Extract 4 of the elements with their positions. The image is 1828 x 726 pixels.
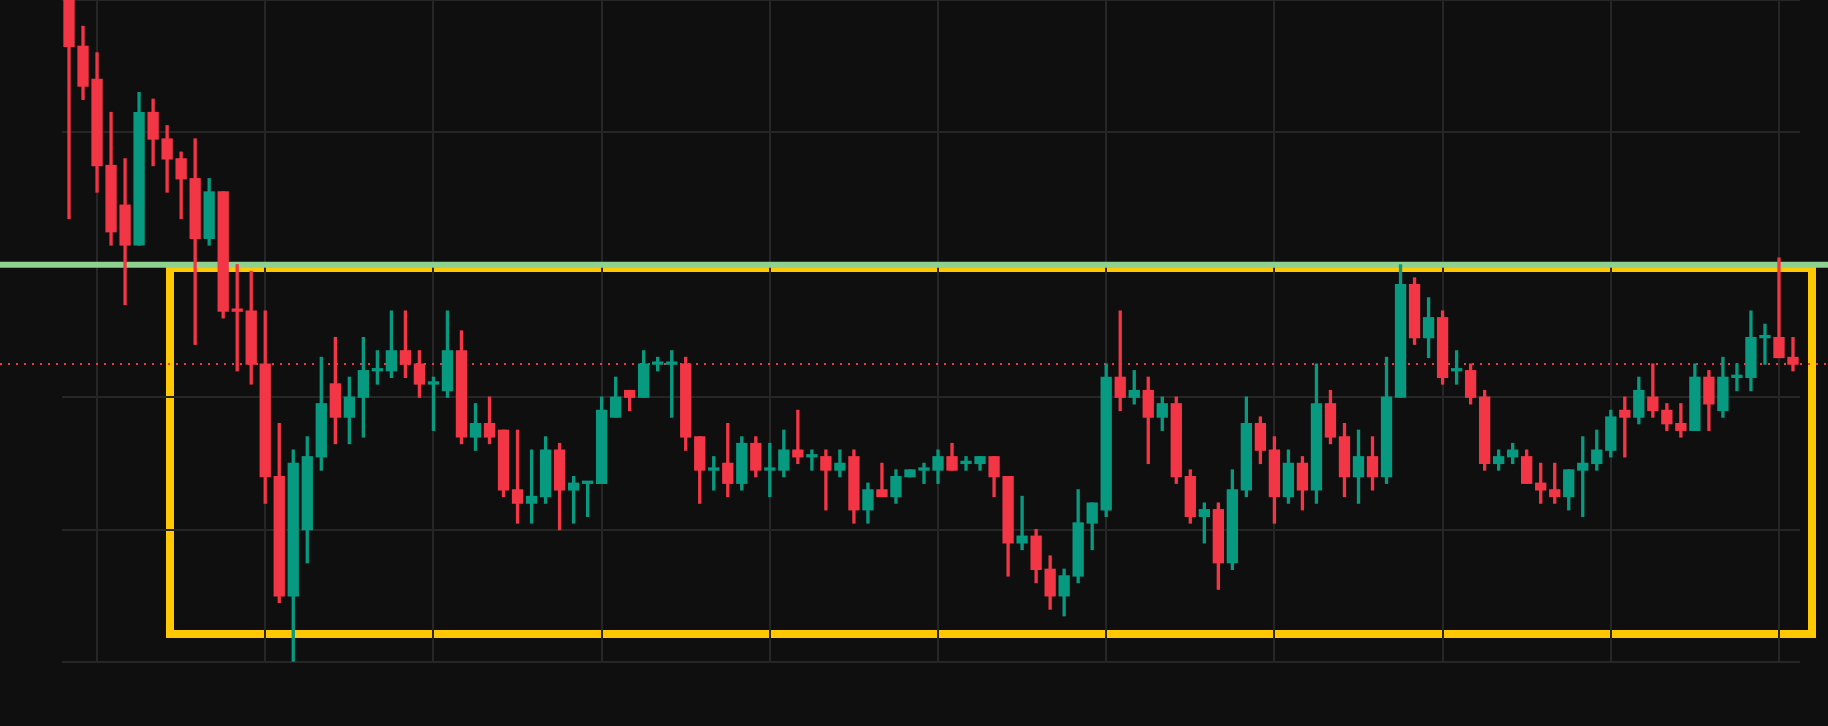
candlestick: [806, 449, 818, 471]
candlestick: [876, 462, 888, 498]
candlestick: [792, 409, 804, 465]
candlestick: [1016, 495, 1028, 551]
